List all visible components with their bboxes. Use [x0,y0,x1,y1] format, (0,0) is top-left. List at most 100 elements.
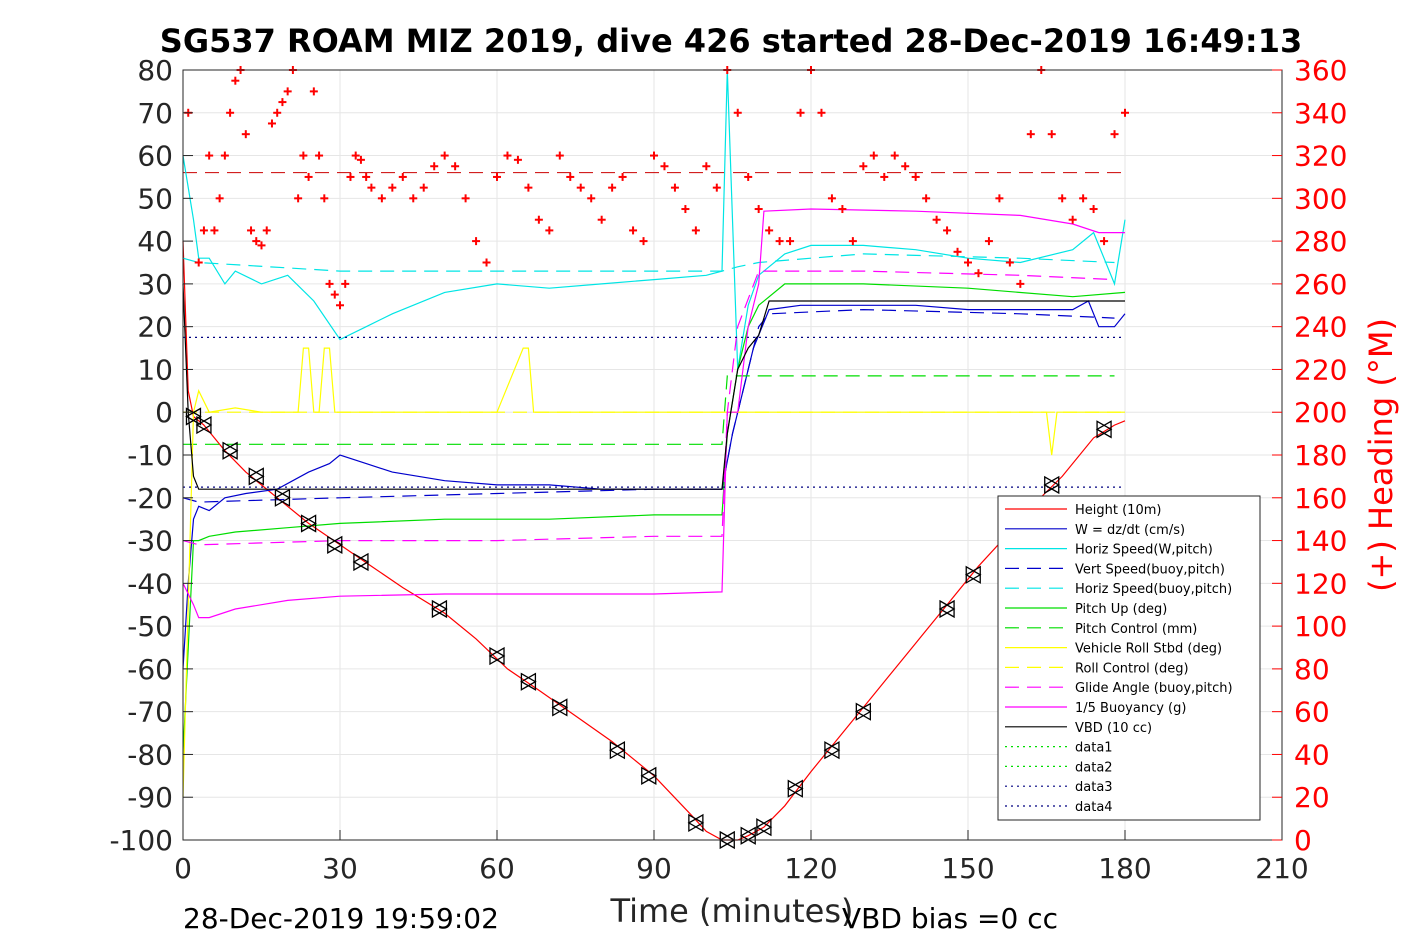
x-axis-label: Time (minutes) [610,892,854,930]
left-tick-label: -60 [127,653,173,686]
left-tick-label: -50 [127,610,173,643]
gps-marker [520,672,537,691]
gps-marker [687,813,705,833]
heading-point [273,108,282,117]
gps-marker-left [687,813,704,833]
left-tick-label: 60 [137,140,173,173]
heading-point [639,237,648,246]
heading-point [1068,215,1077,224]
heading-point [1016,279,1025,288]
series-line-9 [182,270,1115,546]
heading-point [226,108,235,117]
gps-marker [247,467,265,486]
heading-point [827,194,836,203]
heading-point [838,205,847,214]
heading-point [252,237,261,246]
x-tick-label: 90 [636,852,672,885]
heading-point [215,194,224,203]
heading-point [859,162,868,171]
left-tick-label: 30 [137,268,173,301]
legend-label: Pitch Up (deg) [1075,602,1167,617]
legend-label: VBD (10 cc) [1075,721,1152,736]
heading-point [315,151,324,160]
footer-timestamp: 28-Dec-2019 19:59:02 [183,902,499,935]
plot-area [182,66,1129,850]
gps-marker [431,599,448,619]
gps-marker [786,779,804,798]
heading-point [330,290,339,299]
gps-marker-left [300,514,317,533]
heading-point [257,241,266,250]
heading-point [911,172,920,181]
heading-point [995,194,1004,203]
heading-point [482,258,491,267]
heading-point [848,237,857,246]
legend-label: data1 [1075,741,1113,756]
series-line-5 [182,283,1126,755]
heading-point [299,151,308,160]
right-tick-label: 80 [1294,653,1330,686]
right-tick-label: 280 [1294,225,1347,258]
gps-marker-left [1043,475,1060,495]
heading-point [524,183,533,192]
gps-marker-left [823,741,840,760]
heading-point [733,108,742,117]
left-axis-ticks: 80 70 60 50 40 30 20 10 0 -10 -20 -30 -40 -50 -60 -70 -8… [109,54,193,857]
gps-marker-left [855,702,871,721]
heading-point [786,237,795,246]
gps-marker-left [274,488,291,507]
heading-point [932,215,941,224]
heading-point [1047,130,1056,139]
gps-marker [185,407,202,426]
heading-point [545,226,554,235]
legend-label: Horiz Speed(W,pitch) [1075,543,1213,558]
gps-marker-left [185,407,202,426]
gps-marker-left [520,672,537,691]
left-tick-label: 10 [137,353,173,386]
heading-point [618,172,627,181]
gps-marker-left [609,741,626,760]
heading-point [451,162,460,171]
legend-label: data3 [1075,780,1113,795]
left-tick-label: -30 [127,525,173,558]
heading-point [576,183,585,192]
left-tick-label: 80 [137,54,173,87]
heading-point [712,183,721,192]
right-tick-label: 20 [1294,781,1330,814]
heading-point [1079,194,1088,203]
gps-marker [1095,420,1113,439]
left-tick-label: -90 [127,781,173,814]
heading-point [1110,130,1119,139]
right-tick-label: 180 [1294,439,1347,472]
gps-marker [195,415,213,435]
right-axis-ticks: 3603403203002802602402202001801601401201… [1272,54,1347,857]
heading-point [210,226,219,235]
x-tick-label: 30 [322,852,358,885]
legend-label: Vehicle Roll Stbd (deg) [1075,642,1222,657]
heading-point [513,155,522,164]
gps-marker [640,766,658,785]
heading-point [953,247,962,256]
right-tick-label: 60 [1294,696,1330,729]
right-tick-label: 260 [1294,268,1347,301]
heading-point [220,151,229,160]
series-line-6 [183,375,1115,445]
left-tick-label: -80 [127,738,173,771]
right-tick-label: 160 [1294,482,1347,515]
heading-point [754,205,763,214]
legend-label: W = dz/dt (cm/s) [1075,523,1185,538]
heading-point [964,258,972,267]
right-axis-label: (+) Heading (°M) [1362,318,1400,592]
x-tick-label: 180 [1098,852,1151,885]
heading-point [691,226,700,235]
chart-title: SG537 ROAM MIZ 2019, dive 426 started 28… [160,22,1302,60]
heading-point [890,151,899,160]
gps-marker-left [221,441,238,460]
heading-point [702,162,711,171]
gps-marker [488,646,506,666]
heading-point [294,194,303,203]
heading-point [278,98,287,107]
right-tick-label: 140 [1294,525,1347,558]
heading-point [869,151,878,160]
heading-point [341,279,350,288]
